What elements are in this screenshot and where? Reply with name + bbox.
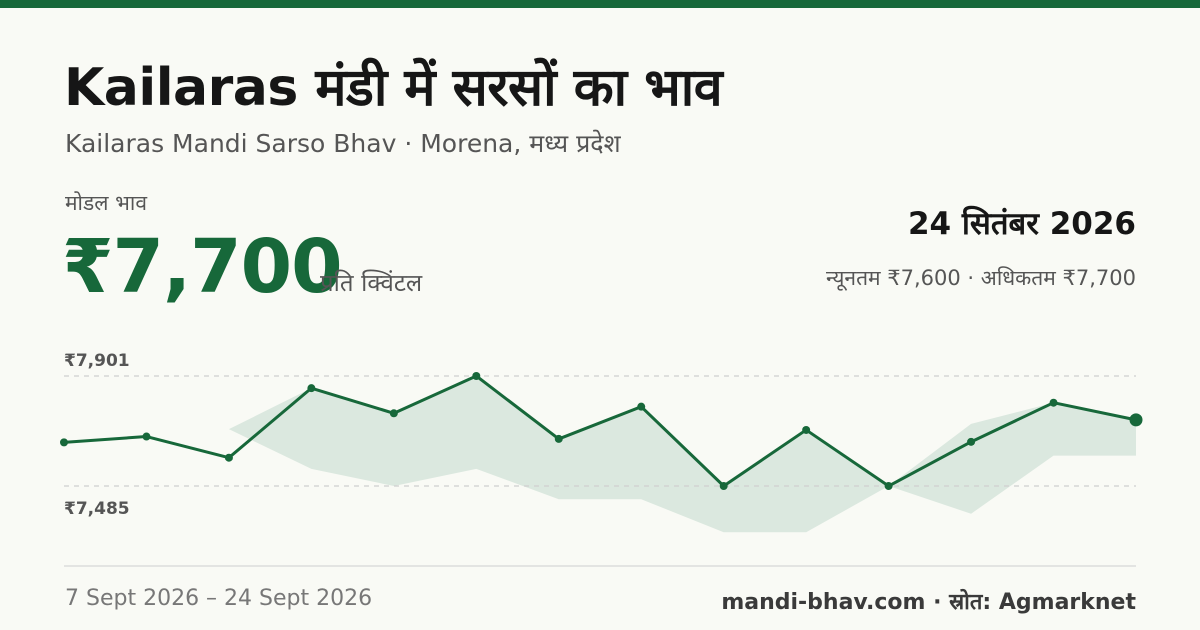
data-point xyxy=(472,372,481,380)
min-max-band xyxy=(64,376,1136,533)
data-point xyxy=(307,384,316,393)
price-date: 24 सितंबर 2026 xyxy=(907,206,1136,242)
data-point xyxy=(1049,398,1058,407)
data-point xyxy=(637,402,646,411)
data-point xyxy=(967,437,976,446)
page-subtitle: Kailaras Mandi Sarso Bhav · Morena, मध्य… xyxy=(65,129,621,158)
data-point xyxy=(884,482,893,490)
data-point xyxy=(224,453,233,462)
top-accent-bar xyxy=(0,0,1200,8)
page-title: Kailaras मंडी में सरसों का भाव xyxy=(64,58,723,118)
modal-price-label: मोडल भाव xyxy=(65,191,148,215)
data-source: mandi-bhav.com · स्रोत: Agmarknet xyxy=(721,590,1136,615)
data-point xyxy=(142,432,151,441)
data-point xyxy=(389,409,398,418)
y-tick-label: ₹7,901 xyxy=(64,351,130,371)
data-point xyxy=(802,425,811,434)
data-point xyxy=(60,438,68,447)
data-point xyxy=(719,482,728,490)
data-point xyxy=(1129,413,1143,427)
y-tick-label: ₹7,485 xyxy=(64,499,130,519)
modal-price-value: ₹7,700 xyxy=(62,224,343,310)
price-line xyxy=(63,374,1137,488)
price-unit: प्रति क्विंटल xyxy=(320,269,423,297)
data-point xyxy=(554,434,563,443)
price-trend-chart: ₹7,901 ₹7,485 xyxy=(60,351,1143,567)
min-max-price: न्यूनतम ₹7,600 · अधिकतम ₹7,700 xyxy=(826,266,1136,290)
date-range: 7 Sept 2026 – 24 Sept 2026 xyxy=(65,586,373,611)
